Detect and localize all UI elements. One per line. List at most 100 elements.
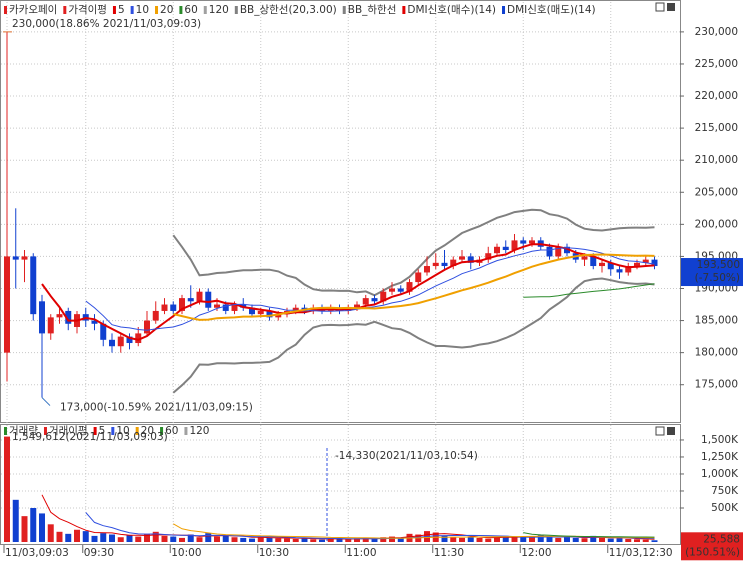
- candle-body: [397, 288, 404, 292]
- legend-label: 10: [116, 425, 129, 437]
- legend-swatch: [342, 6, 346, 14]
- y-tick-label: 215,000: [695, 122, 738, 134]
- x-tick-label: 11/03,12:30: [609, 547, 673, 559]
- candle-body: [152, 310, 159, 321]
- candle-body: [214, 304, 220, 308]
- candle-body: [39, 301, 45, 334]
- panel-button[interactable]: [655, 2, 665, 12]
- volume-bar: [590, 535, 597, 542]
- legend-label: 60: [165, 425, 178, 437]
- x-tick-label: 10:30: [259, 547, 289, 559]
- candle-body: [590, 256, 597, 267]
- price-ma: [85, 247, 655, 331]
- candle-body: [616, 269, 623, 273]
- volume-bar: [257, 536, 264, 542]
- candle-body: [205, 291, 212, 308]
- candle-body: [275, 314, 282, 318]
- x-tick-label: 10:00: [171, 547, 201, 559]
- candle-body: [126, 336, 133, 344]
- candle-body: [529, 240, 535, 244]
- volume-bar: [196, 537, 203, 542]
- volume-bar: [82, 531, 89, 542]
- candle-body: [222, 304, 229, 311]
- y-tick-label: 1,250K: [701, 451, 739, 463]
- volume-bar: [39, 513, 45, 542]
- y-tick-label: 1,000K: [701, 468, 739, 480]
- volume-bar: [581, 538, 588, 542]
- volume-bar: [135, 536, 142, 542]
- volume-bar: [634, 539, 640, 542]
- badge-value: 25,588: [703, 533, 740, 545]
- badge-value: 193,500: [697, 259, 740, 271]
- volume-bar: [502, 535, 509, 542]
- y-tick-label: 230,000: [695, 26, 738, 38]
- legend-swatch: [502, 6, 506, 14]
- volume-bar: [240, 537, 247, 542]
- candle-body: [546, 246, 553, 257]
- candle-body: [249, 307, 255, 315]
- candle-body: [47, 317, 54, 334]
- volume-bar: [205, 533, 212, 542]
- volume-bar: [144, 533, 150, 542]
- volume-bar: [494, 537, 500, 542]
- candle-body: [599, 262, 605, 267]
- legend-label: 60: [184, 4, 197, 16]
- y-tick-label: 200,000: [695, 218, 738, 230]
- volume-bar: [537, 535, 544, 542]
- volume-bar: [607, 538, 614, 542]
- panel-button[interactable]: [667, 3, 675, 11]
- candle-body: [354, 304, 360, 308]
- badge-change: (150.51%): [685, 546, 740, 558]
- volume-bar: [231, 537, 238, 542]
- annotation: 1,549,612(2021/11/03,09:03): [12, 431, 168, 443]
- candle-body: [441, 262, 448, 267]
- volume-bar: [354, 538, 360, 542]
- volume-bar: [459, 537, 465, 542]
- candle-body: [467, 256, 474, 263]
- legend-swatch: [203, 6, 207, 14]
- candle-body: [581, 256, 588, 260]
- volume-bar: [336, 538, 343, 542]
- price-badge: [681, 258, 743, 287]
- candle-body: [21, 256, 28, 260]
- bb-upper: [172, 208, 655, 297]
- volume-bar: [4, 436, 10, 542]
- candle-body: [231, 304, 238, 311]
- candle-body: [109, 339, 115, 347]
- y-tick-label: 205,000: [695, 186, 738, 198]
- volume-bar: [21, 516, 28, 542]
- volume-bar: [161, 535, 168, 542]
- volume-bar: [56, 531, 63, 542]
- volume-bar: [397, 537, 404, 542]
- volume-bar: [572, 537, 579, 542]
- y-tick-label: 210,000: [695, 154, 738, 166]
- volume-bar: [441, 535, 448, 542]
- volume-bar: [599, 537, 605, 542]
- x-tick-label: 09:30: [84, 547, 114, 559]
- candle-body: [257, 310, 264, 315]
- volume-bar: [371, 538, 378, 542]
- x-tick-label: 11:00: [346, 547, 376, 559]
- legend-label: 20: [141, 425, 154, 437]
- volume-bar: [91, 535, 98, 542]
- legend-swatch: [63, 6, 67, 14]
- x-tick-label: 11/03,09:03: [5, 547, 69, 559]
- legend-swatch: [112, 6, 116, 14]
- candle-body: [117, 336, 124, 347]
- y-tick-label: 225,000: [695, 58, 738, 70]
- panel-button[interactable]: [655, 426, 665, 436]
- panel-button[interactable]: [667, 427, 675, 435]
- candle-body: [196, 291, 203, 302]
- candle-body: [266, 310, 273, 318]
- price-badge: [681, 532, 743, 561]
- legend-swatch: [93, 427, 97, 435]
- volume-bar: [467, 536, 474, 542]
- volume-bar: [345, 539, 352, 542]
- legend-label: 120: [209, 4, 229, 16]
- candle-body: [144, 320, 150, 334]
- volume-bar: [187, 534, 194, 542]
- legend-swatch: [179, 6, 183, 14]
- volume-panel: [0, 424, 681, 545]
- y-tick-label: 175,000: [695, 379, 738, 391]
- legend-swatch: [155, 6, 159, 14]
